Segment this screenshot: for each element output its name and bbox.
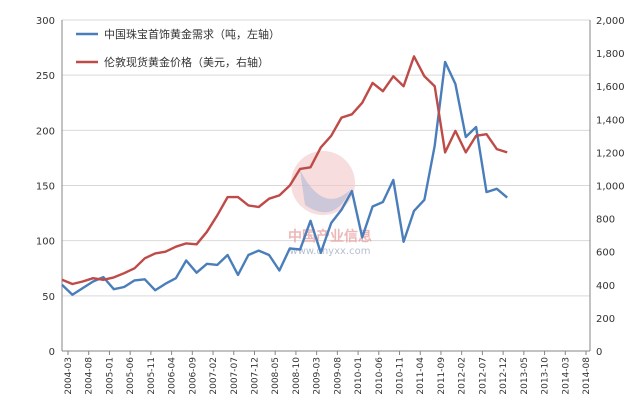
x-tick-label: 2012-07 <box>478 357 488 395</box>
x-tick-label: 2012-12 <box>499 357 509 395</box>
x-tick-label: 2010-06 <box>375 357 385 395</box>
watermark-logo-swoosh-icon <box>300 170 350 213</box>
x-axis-ticks: 2004-03 2004-08 2005-01 2005-06 2005-11 2006-… <box>64 351 592 395</box>
left-tick-label: 0 <box>49 347 55 358</box>
x-tick-label: 2004-03 <box>64 357 74 395</box>
x-tick-label: 2007-07 <box>230 357 240 395</box>
left-axis-ticks: 0 50 100 150 200 250 300 <box>36 16 55 358</box>
x-tick-label: 2004-08 <box>85 357 95 395</box>
right-tick-label: 400 <box>596 281 615 292</box>
x-tick-label: 2012-02 <box>458 357 468 395</box>
right-tick-label: 2,000 <box>596 16 625 27</box>
series-line-london-gold-price <box>61 55 508 286</box>
left-tick-label: 50 <box>42 292 55 303</box>
x-tick-label: 2005-06 <box>126 357 136 395</box>
watermark: 中国产业信息 www.chyxx.com <box>288 151 372 257</box>
x-tick-label: 2014-03 <box>561 357 571 395</box>
x-tick-label: 2009-03 <box>313 357 323 395</box>
x-tick-label: 2010-11 <box>396 357 406 395</box>
right-tick-label: 1,200 <box>596 148 625 159</box>
x-tick-label: 2008-10 <box>292 357 302 395</box>
left-tick-label: 100 <box>36 237 55 248</box>
legend-label-demand: 中国珠宝首饰黄金需求（吨，左轴） <box>104 27 280 41</box>
x-tick-label: 2011-09 <box>437 357 447 395</box>
right-tick-label: 600 <box>596 248 615 259</box>
series-layer <box>61 55 508 296</box>
right-tick-label: 0 <box>596 347 602 358</box>
x-tick-label: 2011-04 <box>416 357 426 395</box>
x-tick-label: 2006-09 <box>188 357 198 395</box>
left-tick-label: 300 <box>36 16 55 27</box>
x-tick-label: 2010-01 <box>354 357 364 395</box>
x-tick-label: 2008-05 <box>271 357 281 395</box>
left-tick-label: 250 <box>36 71 55 82</box>
x-tick-label: 2007-02 <box>209 357 219 395</box>
x-tick-label: 2009-08 <box>333 357 343 395</box>
x-tick-label: 2005-01 <box>105 357 115 395</box>
right-tick-label: 800 <box>596 215 615 226</box>
series-line-jewelry-demand <box>61 60 508 296</box>
watermark-text: 中国产业信息 <box>288 228 372 245</box>
x-tick-label: 2013-10 <box>541 357 551 395</box>
right-tick-label: 1,000 <box>596 182 625 193</box>
right-axis-ticks: 0 200 400 600 800 1,000 1,200 1,400 1,600 1,800 2,… <box>596 16 625 358</box>
x-tick-label: 2007-12 <box>250 357 260 395</box>
right-tick-label: 1,400 <box>596 115 625 126</box>
left-tick-label: 200 <box>36 126 55 137</box>
x-tick-label: 2014-08 <box>582 357 592 395</box>
x-tick-label: 2005-11 <box>147 357 157 395</box>
axes <box>61 20 591 352</box>
right-tick-label: 200 <box>596 314 615 325</box>
x-tick-label: 2013-05 <box>520 357 530 395</box>
watermark-url: www.chyxx.com <box>290 246 371 257</box>
right-tick-label: 1,600 <box>596 82 625 93</box>
legend: 中国珠宝首饰黄金需求（吨，左轴） 伦敦现货黄金价格（美元，右轴） <box>76 27 280 69</box>
legend-label-price: 伦敦现货黄金价格（美元，右轴） <box>104 55 269 69</box>
x-tick-label: 2006-04 <box>168 357 178 395</box>
left-tick-label: 150 <box>36 182 55 193</box>
right-tick-label: 1,800 <box>596 49 625 60</box>
